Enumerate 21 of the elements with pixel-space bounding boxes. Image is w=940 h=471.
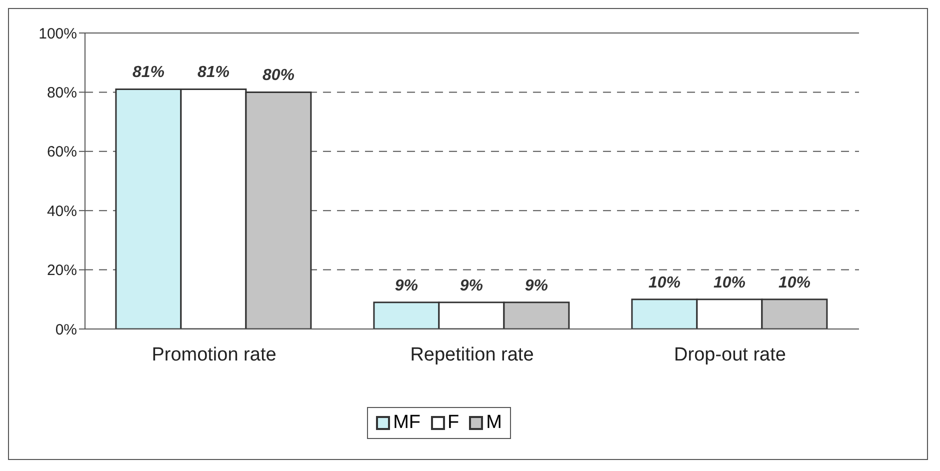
data-label: 10% <box>713 274 746 292</box>
y-tick-label: 20% <box>46 262 77 280</box>
x-tick-label: Repetition rate <box>410 344 534 366</box>
legend-label: M <box>485 412 502 434</box>
data-label: 9% <box>460 277 484 294</box>
x-tick-label: Drop-out rate <box>674 344 786 366</box>
data-label: 10% <box>778 274 810 292</box>
data-label: 81% <box>132 64 164 82</box>
y-tick-label: 100% <box>38 25 77 42</box>
y-tick-label: 0% <box>55 321 77 338</box>
legend-label: MF <box>392 412 420 434</box>
data-label: 9% <box>394 277 418 294</box>
y-tick-label: 60% <box>46 144 77 161</box>
data-label: 81% <box>197 64 230 82</box>
data-label: 80% <box>262 67 294 84</box>
data-label: 10% <box>648 274 680 292</box>
y-tick-label: 40% <box>46 202 77 220</box>
y-tick-label: 80% <box>46 84 77 102</box>
x-tick-label: Promotion rate <box>152 344 276 366</box>
data-label: 9% <box>524 277 548 294</box>
legend-label: F <box>446 412 460 434</box>
